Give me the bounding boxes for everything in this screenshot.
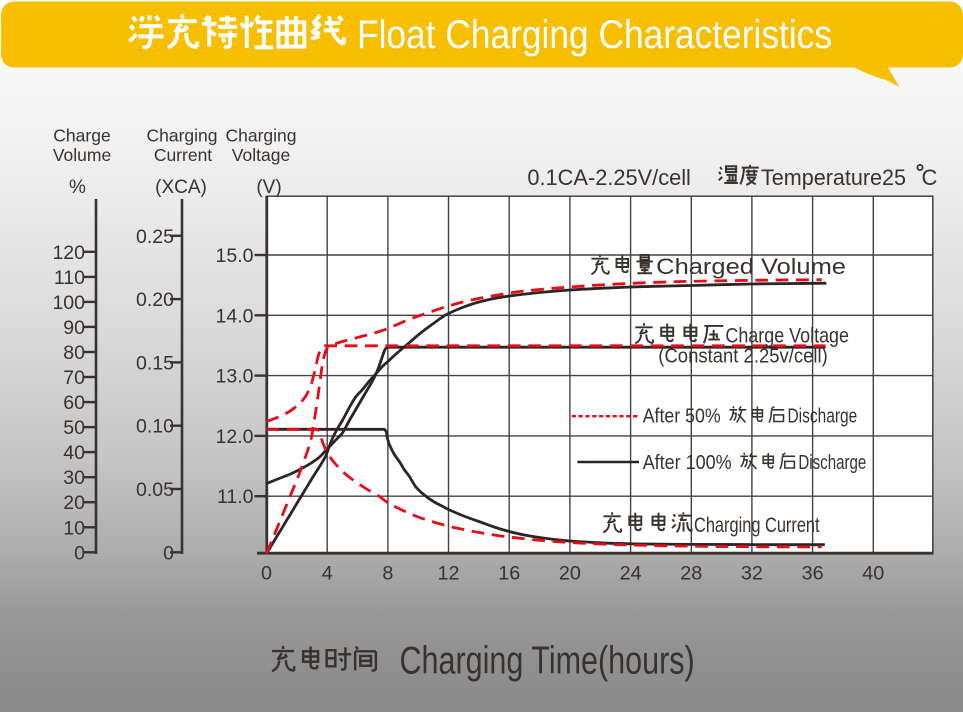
svg-text:Charge: Charge [53, 126, 110, 146]
svg-text:12.0: 12.0 [216, 426, 254, 448]
svg-text:8: 8 [382, 563, 393, 585]
svg-text:(Constant 2.25v/cell): (Constant 2.25v/cell) [658, 344, 828, 367]
svg-text:%: % [69, 177, 86, 198]
svg-text:0: 0 [261, 563, 272, 585]
svg-text:Charging Current: Charging Current [694, 514, 820, 537]
svg-text:16: 16 [498, 563, 520, 585]
svg-text:20: 20 [559, 563, 581, 585]
svg-text:Charge Voltage: Charge Voltage [725, 325, 849, 348]
svg-text:0.05: 0.05 [136, 479, 174, 501]
svg-text:Charged Volume: Charged Volume [656, 254, 846, 279]
svg-text:11.0: 11.0 [217, 486, 254, 508]
svg-text:13.0: 13.0 [216, 366, 254, 388]
svg-text:Discharge: Discharge [798, 452, 866, 474]
svg-text:70: 70 [63, 367, 85, 389]
svg-text:0.25: 0.25 [136, 226, 174, 248]
svg-text:10: 10 [63, 517, 85, 539]
svg-text:14.0: 14.0 [216, 305, 254, 327]
svg-text:30: 30 [63, 467, 85, 489]
svg-text:15.0: 15.0 [216, 245, 254, 267]
svg-text:12: 12 [437, 563, 459, 585]
svg-text:4: 4 [322, 563, 333, 585]
svg-text:28: 28 [680, 563, 702, 585]
svg-text:Discharge: Discharge [788, 406, 858, 428]
svg-text:80: 80 [63, 342, 85, 364]
svg-text:Temperature25: Temperature25 [761, 165, 906, 190]
svg-text:110: 110 [54, 267, 85, 289]
svg-text:20: 20 [63, 492, 85, 514]
svg-text:Charging Time(hours): Charging Time(hours) [400, 640, 695, 683]
svg-text:0: 0 [74, 542, 85, 564]
svg-text:Voltage: Voltage [232, 145, 290, 165]
svg-text:24: 24 [620, 563, 642, 585]
svg-text:C: C [922, 165, 938, 190]
svg-text:After 100%: After 100% [643, 452, 732, 474]
svg-text:0.15: 0.15 [136, 352, 174, 374]
svg-text:Charging: Charging [225, 126, 296, 146]
svg-text:50: 50 [63, 417, 85, 439]
svg-text:(XCA): (XCA) [155, 177, 207, 198]
svg-text:32: 32 [741, 563, 763, 585]
svg-text:Float Charging Characteristics: Float Charging Characteristics [357, 13, 832, 57]
svg-text:Current: Current [154, 145, 212, 165]
svg-text:Charging: Charging [146, 126, 217, 146]
svg-text:120: 120 [52, 242, 85, 264]
svg-text:40: 40 [862, 563, 884, 585]
svg-text:90: 90 [63, 317, 85, 339]
svg-text:0.20: 0.20 [136, 289, 174, 311]
svg-text:0: 0 [163, 542, 174, 564]
svg-text:0.10: 0.10 [136, 416, 174, 438]
svg-text:0.1CA-2.25V/cell: 0.1CA-2.25V/cell [527, 165, 691, 190]
svg-text:36: 36 [802, 563, 824, 585]
svg-text:Volume: Volume [53, 145, 111, 165]
svg-text:After 50%: After 50% [643, 406, 721, 428]
svg-text:100: 100 [52, 292, 85, 314]
svg-text:60: 60 [63, 392, 85, 414]
svg-text:(V): (V) [256, 177, 281, 198]
svg-text:40: 40 [63, 442, 85, 464]
